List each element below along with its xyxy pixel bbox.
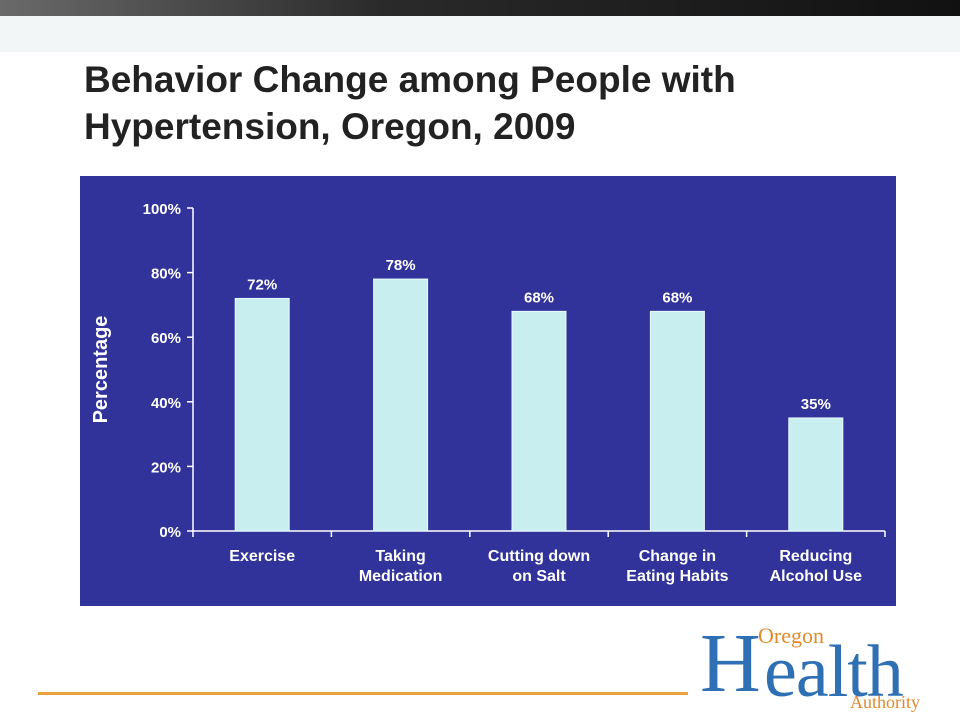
bar-data-label: 68% xyxy=(662,289,692,306)
chart-panel: 0% 20% 40% 60% 80% 100% Percentage 72% Exercise 7… xyxy=(80,176,896,606)
y-tick-label: 20% xyxy=(151,459,181,476)
x-category-label: Taking xyxy=(375,548,425,565)
logo-word-oregon: Oregon xyxy=(758,623,824,648)
bar-chart: 0% 20% 40% 60% 80% 100% Percentage 72% Exercise 7… xyxy=(90,201,886,585)
logo-word-ealth: ealth xyxy=(764,631,904,713)
y-tick-label: 80% xyxy=(151,266,181,283)
bar xyxy=(234,297,290,532)
slide-title-line-1: Behavior Change among People with xyxy=(84,59,736,100)
slide-title-line-2: Hypertension, Oregon, 2009 xyxy=(84,106,576,147)
y-tick-label: 100% xyxy=(143,201,181,218)
bar-data-label: 72% xyxy=(247,276,277,293)
x-category-label: on Salt xyxy=(512,568,566,585)
top-decor-bar xyxy=(0,0,960,16)
footer-accent-line xyxy=(38,692,688,695)
x-category-label: Eating Habits xyxy=(626,568,728,585)
bar-data-label: 68% xyxy=(524,289,554,306)
y-tick-label: 40% xyxy=(151,395,181,412)
bar xyxy=(649,310,705,532)
bar xyxy=(788,417,844,532)
x-category-label: Cutting down xyxy=(488,548,590,565)
oregon-health-authority-logo: H ealth Oregon Authority xyxy=(700,622,940,718)
bar-data-label: 78% xyxy=(386,257,416,274)
x-category-label: Change in xyxy=(639,548,716,565)
x-category-label: Alcohol Use xyxy=(770,568,863,585)
slide-title: Behavior Change among People with Hypert… xyxy=(84,56,904,150)
bar xyxy=(373,278,429,532)
y-tick-label: 0% xyxy=(159,524,181,541)
x-category-label: Medication xyxy=(359,568,443,585)
bar-data-label: 35% xyxy=(801,396,831,413)
y-tick-label: 60% xyxy=(151,330,181,347)
logo-word-authority: Authority xyxy=(850,692,920,712)
top-decor-band xyxy=(0,16,960,52)
x-category-label: Exercise xyxy=(229,548,295,565)
x-category-label: Reducing xyxy=(779,548,852,565)
y-axis-title: Percentage xyxy=(90,316,112,424)
logo-letter-h: H xyxy=(700,617,761,710)
bar xyxy=(511,310,567,532)
